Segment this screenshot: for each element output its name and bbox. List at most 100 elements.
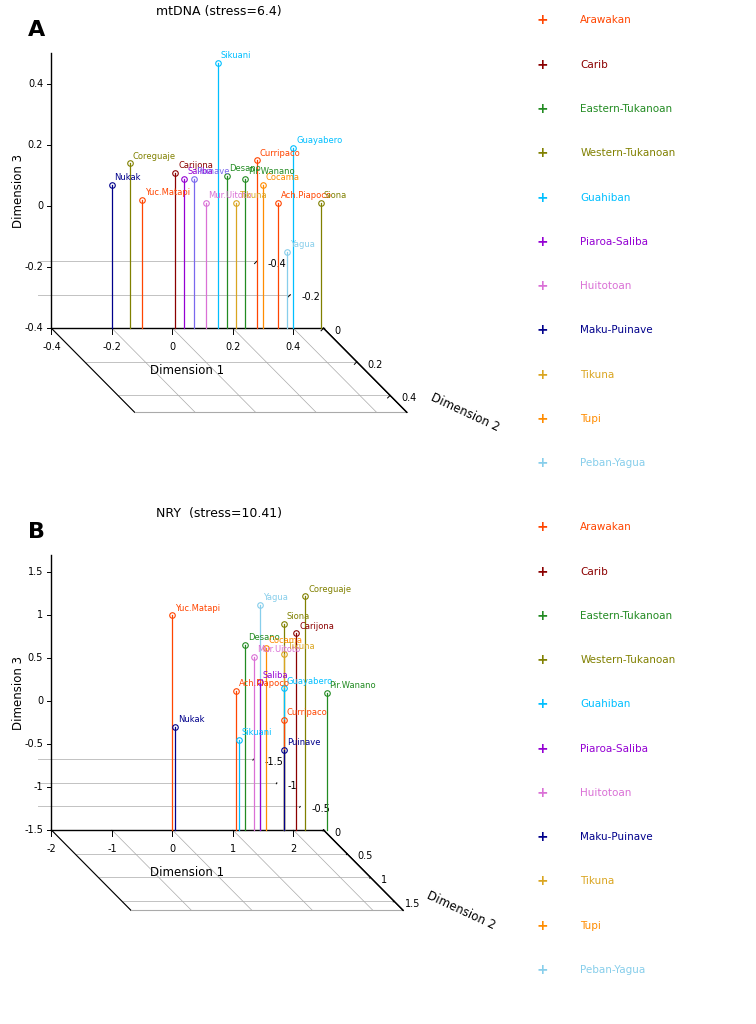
Text: +: + (536, 280, 548, 293)
Text: Ach.Piapoco: Ach.Piapoco (239, 679, 290, 688)
Text: -0.2: -0.2 (301, 293, 320, 302)
Text: +: + (536, 190, 548, 205)
Text: -1: -1 (288, 780, 297, 791)
Text: Coreguaje: Coreguaje (308, 585, 352, 594)
Text: Huitotoan: Huitotoan (580, 787, 631, 798)
Text: Tikuna: Tikuna (239, 191, 266, 201)
Text: Carib: Carib (580, 59, 608, 70)
Text: Western-Tukanoan: Western-Tukanoan (580, 655, 675, 666)
Text: -1.5: -1.5 (265, 757, 284, 767)
Text: Sikuani: Sikuani (221, 51, 251, 59)
Text: +: + (536, 697, 548, 712)
Text: +: + (536, 653, 548, 668)
Title: mtDNA (stress=6.4): mtDNA (stress=6.4) (156, 5, 281, 18)
Text: +: + (536, 963, 548, 977)
Text: 1.5: 1.5 (404, 899, 420, 908)
Text: Coreguaje: Coreguaje (133, 152, 176, 161)
Text: -0.4: -0.4 (24, 324, 43, 333)
Text: Puinave: Puinave (197, 167, 230, 176)
Text: Guayabero: Guayabero (296, 136, 342, 145)
Text: Curripaco: Curripaco (260, 148, 301, 158)
Text: Puinave: Puinave (287, 738, 321, 748)
Text: Guayabero: Guayabero (287, 677, 333, 686)
Text: Arawakan: Arawakan (580, 15, 632, 26)
Text: Western-Tukanoan: Western-Tukanoan (580, 148, 675, 159)
Text: Yuc.Matapi: Yuc.Matapi (145, 188, 190, 198)
Text: Ach.Piapoco: Ach.Piapoco (281, 191, 332, 201)
Text: 0.5: 0.5 (28, 653, 43, 664)
Text: Dimension 1: Dimension 1 (150, 865, 225, 879)
Text: +: + (536, 520, 548, 535)
Text: Guahiban: Guahiban (580, 699, 631, 710)
Text: Pir.Wanano: Pir.Wanano (248, 167, 294, 176)
Text: Siona: Siona (287, 612, 310, 622)
Text: Tupi: Tupi (580, 414, 601, 424)
Text: +: + (536, 786, 548, 800)
Text: Eastern-Tukanoan: Eastern-Tukanoan (580, 611, 672, 621)
Text: Dimension 3: Dimension 3 (12, 154, 25, 228)
Text: +: + (536, 609, 548, 623)
Text: +: + (536, 324, 548, 337)
Text: +: + (536, 234, 548, 249)
Text: +: + (536, 102, 548, 116)
Text: Tikuna: Tikuna (580, 370, 615, 380)
Text: Yagua: Yagua (263, 593, 288, 602)
Text: -2: -2 (47, 844, 56, 854)
Title: NRY  (stress=10.41): NRY (stress=10.41) (156, 507, 282, 520)
Text: +: + (536, 146, 548, 161)
Text: -0.2: -0.2 (24, 262, 43, 272)
Text: Tikuna: Tikuna (580, 877, 615, 887)
Text: Carib: Carib (580, 566, 608, 577)
Text: 0: 0 (37, 696, 43, 707)
Text: 1: 1 (37, 610, 43, 621)
Text: +: + (536, 919, 548, 933)
Text: Cocama: Cocama (266, 173, 300, 182)
Text: +: + (536, 741, 548, 756)
Text: Pir.Wanano: Pir.Wanano (330, 681, 376, 690)
Text: Maku-Puinave: Maku-Puinave (580, 833, 653, 842)
Text: -1: -1 (107, 844, 116, 854)
Text: Tupi: Tupi (580, 921, 601, 931)
Text: -0.4: -0.4 (268, 259, 287, 269)
Text: -0.4: -0.4 (42, 342, 60, 352)
Text: Yuc.Matapi: Yuc.Matapi (175, 603, 220, 612)
Text: Cocama: Cocama (269, 636, 303, 645)
Text: 0: 0 (169, 844, 175, 854)
Text: -0.5: -0.5 (311, 804, 330, 814)
Text: Maku-Puinave: Maku-Puinave (580, 326, 653, 335)
Text: +: + (536, 830, 548, 844)
Text: 0.4: 0.4 (401, 393, 417, 403)
Text: Mur.Uitoto: Mur.Uitoto (209, 191, 252, 201)
Text: Desano: Desano (230, 164, 262, 173)
Text: Sikuani: Sikuani (242, 728, 272, 737)
Text: Carijona: Carijona (178, 161, 213, 170)
Text: Curripaco: Curripaco (287, 709, 328, 718)
Text: +: + (536, 412, 548, 426)
Text: 0: 0 (169, 342, 175, 352)
Text: +: + (536, 57, 548, 72)
Text: Guahiban: Guahiban (580, 193, 631, 203)
Text: -0.5: -0.5 (24, 739, 43, 750)
Text: 2: 2 (290, 844, 296, 854)
Text: 1: 1 (230, 844, 236, 854)
Text: Yagua: Yagua (290, 241, 315, 249)
Text: B: B (28, 522, 45, 543)
Text: Eastern-Tukanoan: Eastern-Tukanoan (580, 104, 672, 114)
Text: 0.2: 0.2 (367, 359, 383, 370)
Text: +: + (536, 564, 548, 579)
Text: Saliba: Saliba (263, 671, 288, 680)
Text: +: + (536, 874, 548, 889)
Text: Dimension 3: Dimension 3 (12, 655, 25, 730)
Text: 0: 0 (334, 827, 341, 838)
Text: Peban-Yagua: Peban-Yagua (580, 965, 646, 975)
Text: Tikuna: Tikuna (287, 642, 314, 651)
Text: 0.4: 0.4 (286, 342, 301, 352)
Text: 0: 0 (334, 326, 341, 336)
Text: 0.4: 0.4 (28, 79, 43, 89)
Text: Nukak: Nukak (115, 173, 141, 182)
Text: 0: 0 (37, 201, 43, 211)
Text: Desano: Desano (248, 633, 280, 642)
Text: A: A (28, 20, 45, 41)
Text: Nukak: Nukak (178, 715, 205, 724)
Text: +: + (536, 368, 548, 382)
